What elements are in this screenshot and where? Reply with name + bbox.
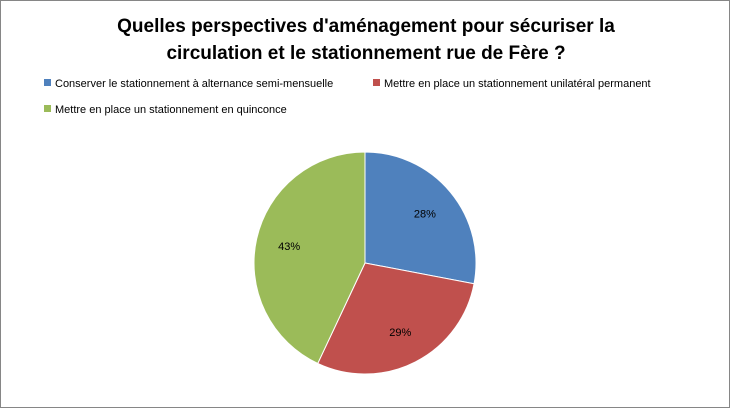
chart-title: Quelles perspectives d'aménagement pour …	[61, 13, 671, 67]
legend-label-1: Conserver le stationnement à alternance …	[55, 78, 334, 90]
legend-label-3: Mettre en place un stationnement en quin…	[55, 104, 287, 116]
chart-title-line-1: Quelles perspectives d'aménagement pour …	[117, 16, 615, 37]
pie-slice-label-3: 43%	[278, 241, 300, 253]
pie-slice-2	[317, 262, 475, 375]
legend-swatch-3	[44, 105, 51, 112]
legend-label-2: Mettre en place un stationnement unilaté…	[384, 78, 651, 90]
legend-item-3: Mettre en place un stationnement en quin…	[44, 103, 287, 117]
pie-slice-1	[364, 151, 477, 285]
pie-slice-label-1: 28%	[414, 208, 436, 220]
legend-swatch-2	[373, 79, 380, 86]
legend-item-1: Conserver le stationnement à alternance …	[44, 77, 333, 91]
legend-item-2: Mettre en place un stationnement unilaté…	[373, 77, 651, 91]
pie-slice-label-2: 29%	[389, 327, 411, 339]
legend-swatch-1	[44, 79, 51, 86]
chart-title-line-2: circulation et le stationnement rue de F…	[166, 43, 566, 64]
pie-slice-3	[253, 151, 366, 365]
